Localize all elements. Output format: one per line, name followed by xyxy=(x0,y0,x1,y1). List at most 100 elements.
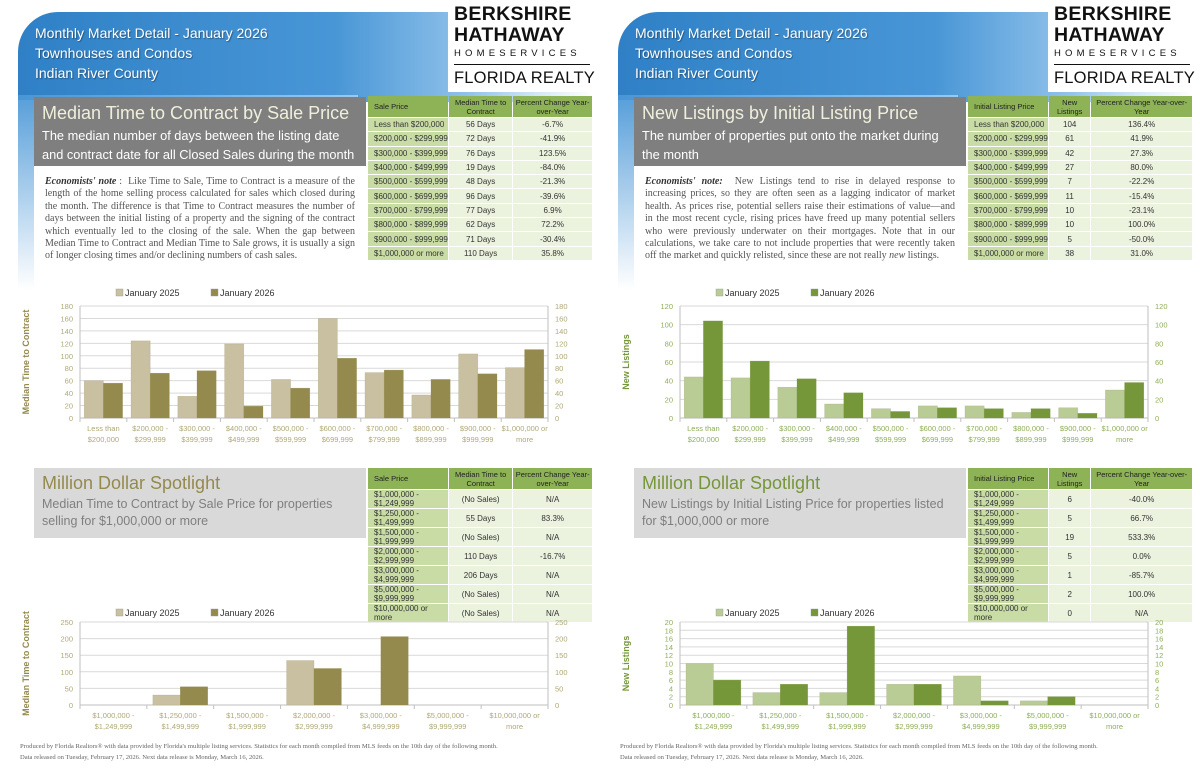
table-cell: 1 xyxy=(1049,566,1091,584)
spotlight-box: Million Dollar Spotlight New Listings by … xyxy=(634,468,966,538)
table-cell: 48 Days xyxy=(449,175,513,189)
table-cell: -6.7% xyxy=(513,118,592,132)
bar-january-2026 xyxy=(149,372,170,419)
y-tick-label: 250 xyxy=(60,618,73,627)
table-cell: 136.4% xyxy=(1091,118,1192,132)
table-cell: 5 xyxy=(1049,547,1091,565)
y-tick-label: 0 xyxy=(669,701,673,710)
x-tick-label: $600,000 - xyxy=(319,424,355,433)
table-cell: 72.2% xyxy=(513,218,592,232)
x-tick-label: $499,999 xyxy=(828,435,859,444)
column-header: Median Time to Contract xyxy=(449,96,513,117)
table-cell: 83.3% xyxy=(513,509,592,527)
table-row: $400,000 - $499,999 19 Days -84.0% xyxy=(368,160,592,175)
spotlight-box: Million Dollar Spotlight Median Time to C… xyxy=(34,468,366,538)
brand-logo: BERKSHIRE HATHAWAY HOMESERVICES FLORIDA REA… xyxy=(448,0,600,92)
x-tick-label: $1,000,000 or xyxy=(1101,424,1148,433)
table-row: $5,000,000 - $9,999,999 2 100.0% xyxy=(968,585,1192,603)
bar-january-2026 xyxy=(337,358,357,419)
time-to-contract-page: Monthly Market Detail - January 2026 Town… xyxy=(18,0,600,763)
y-axis-label: Median Time to Contract xyxy=(21,611,31,716)
bar-january-2026 xyxy=(103,382,123,419)
x-tick-label: more xyxy=(506,722,523,731)
y2-tick-label: 6 xyxy=(1155,676,1159,685)
y2-tick-label: 8 xyxy=(1155,668,1159,677)
x-tick-label: $499,999 xyxy=(228,435,259,444)
table-cell: 0 xyxy=(1049,604,1091,622)
x-tick-label: $300,000 - xyxy=(179,424,215,433)
x-tick-label: $299,999 xyxy=(135,435,166,444)
table-cell: $1,000,000 or more xyxy=(368,246,448,260)
table-cell: $300,000 - $399,999 xyxy=(968,146,1048,160)
table-cell: 123.5% xyxy=(513,146,592,160)
x-tick-label: $399,999 xyxy=(781,435,812,444)
table-row: $900,000 - $999,999 71 Days -30.4% xyxy=(368,232,592,246)
footer-note: Produced by Florida Realtors® with data … xyxy=(20,741,498,763)
y2-tick-label: 100 xyxy=(1155,321,1168,330)
table-cell: -23.1% xyxy=(1091,203,1192,218)
x-tick-label: $1,250,000 - xyxy=(759,711,802,720)
x-tick-label: $599,999 xyxy=(875,435,906,444)
table-cell: -15.4% xyxy=(1091,189,1192,203)
y-tick-label: 12 xyxy=(665,651,673,660)
x-tick-label: $1,499,999 xyxy=(162,722,200,731)
y2-tick-label: 0 xyxy=(555,414,559,423)
footer-line: Data released on Tuesday, February 17, 2… xyxy=(620,754,864,761)
note-text-tail: listings. xyxy=(905,250,940,262)
price-range-table: Initial Listing Price New Listings Percent… xyxy=(967,95,1193,261)
table-cell: $800,000 - $899,999 xyxy=(968,218,1048,232)
x-tick-label: $1,500,000 - xyxy=(226,711,269,720)
y-tick-label: 60 xyxy=(65,377,73,386)
x-tick-label: $1,500,000 - xyxy=(826,711,869,720)
table-cell: 72 Days xyxy=(449,132,513,146)
spotlight-title: Million Dollar Spotlight xyxy=(42,473,221,493)
x-tick-label: more xyxy=(1116,435,1133,444)
bar-january-2026 xyxy=(703,320,723,419)
column-header: Sale Price xyxy=(368,96,448,117)
table-cell: N/A xyxy=(513,528,592,546)
table-cell: -85.7% xyxy=(1091,566,1192,584)
table-header-row: Initial Listing Price New Listings Percent… xyxy=(968,468,1192,489)
column-header: New Listings xyxy=(1049,96,1091,117)
x-tick-label: $599,999 xyxy=(275,435,306,444)
x-tick-label: $900,000 - xyxy=(1060,424,1096,433)
y2-tick-label: 20 xyxy=(1155,395,1163,404)
table-cell: 6 xyxy=(1049,490,1091,508)
y-tick-label: 16 xyxy=(665,635,673,644)
footer-line: Produced by Florida Realtors® with data … xyxy=(20,743,498,750)
x-tick-label: $200,000 - xyxy=(132,424,168,433)
table-cell: 533.3% xyxy=(1091,528,1192,546)
y-tick-label: 40 xyxy=(65,389,73,398)
y-tick-label: 100 xyxy=(60,352,73,361)
legend-label: January 2026 xyxy=(220,288,275,298)
legend-label: January 2026 xyxy=(820,288,875,298)
table-cell: 61 xyxy=(1049,132,1091,146)
table-cell: $10,000,000 or more xyxy=(968,604,1048,622)
bar-january-2025 xyxy=(1020,700,1048,706)
legend-swatch xyxy=(810,608,819,617)
y2-tick-label: 80 xyxy=(555,364,563,373)
x-tick-label: $300,000 - xyxy=(779,424,815,433)
x-tick-label: more xyxy=(516,435,533,444)
table-row: $500,000 - $599,999 7 -22.2% xyxy=(968,175,1192,189)
bar-january-2026 xyxy=(1047,696,1076,706)
x-tick-label: $899,999 xyxy=(1015,435,1046,444)
x-tick-label: $799,999 xyxy=(369,435,400,444)
table-cell: $500,000 - $599,999 xyxy=(968,175,1048,189)
bar-january-2026 xyxy=(313,668,342,706)
y2-tick-label: 100 xyxy=(555,352,568,361)
table-row: $700,000 - $799,999 10 -23.1% xyxy=(968,203,1192,218)
footer-note: Produced by Florida Realtors® with data … xyxy=(620,741,1098,763)
y-tick-label: 50 xyxy=(65,684,73,693)
note-emphasis: new xyxy=(889,250,906,262)
table-cell: -84.0% xyxy=(513,160,592,175)
spotlight-table: Sale Price Median Time to Contract Percent… xyxy=(367,467,593,623)
y-tick-label: 150 xyxy=(60,651,73,660)
bar-january-2025 xyxy=(953,675,982,706)
table-cell: 42 xyxy=(1049,146,1091,160)
x-tick-label: $800,000 - xyxy=(413,424,449,433)
x-tick-label: $500,000 - xyxy=(273,424,309,433)
table-row: $1,500,000 - $1,999,999 19 533.3% xyxy=(968,528,1192,546)
x-tick-label: $5,000,000 - xyxy=(1027,711,1070,720)
section-subtitle: The median number of days between the li… xyxy=(42,128,355,162)
